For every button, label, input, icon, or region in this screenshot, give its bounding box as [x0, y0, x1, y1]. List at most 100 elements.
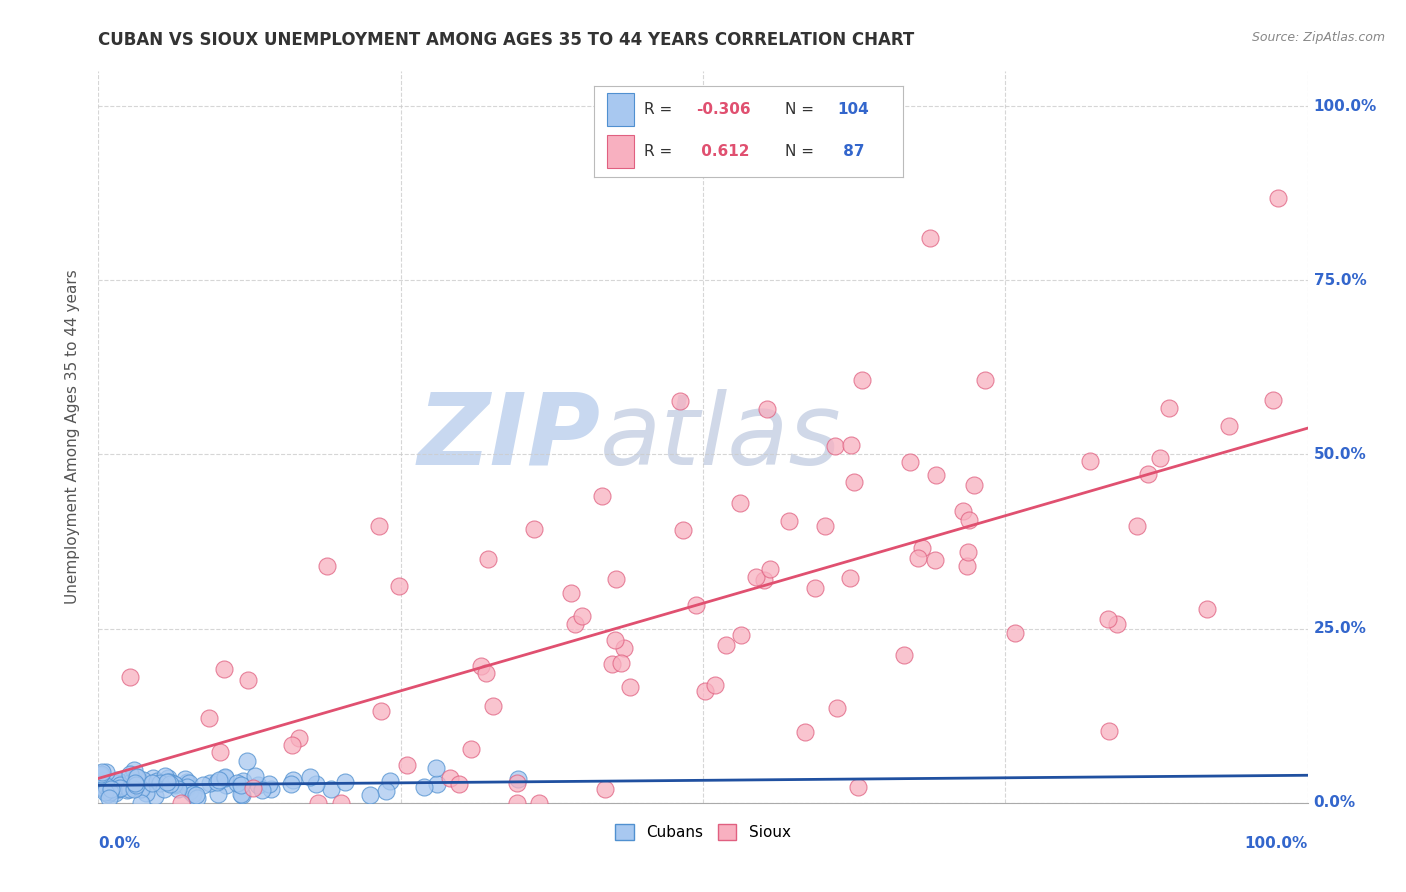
Point — [127, 770, 149, 784]
Y-axis label: Unemployment Among Ages 35 to 44 years: Unemployment Among Ages 35 to 44 years — [65, 269, 80, 605]
Point — [215, 778, 238, 792]
Point — [1126, 519, 1149, 533]
Point — [359, 789, 381, 803]
Point — [506, 772, 529, 786]
Point — [260, 781, 283, 796]
Point — [1261, 392, 1284, 407]
Point — [125, 778, 148, 792]
Point — [94, 782, 117, 797]
Point — [839, 438, 862, 452]
Point — [236, 754, 259, 768]
Point — [846, 780, 869, 794]
Point — [167, 782, 190, 797]
Point — [94, 765, 117, 780]
Point — [593, 782, 616, 797]
Point — [132, 779, 155, 793]
Point — [118, 670, 141, 684]
Point — [93, 782, 115, 797]
Point — [208, 745, 231, 759]
Point — [131, 796, 153, 810]
Point — [307, 796, 329, 810]
Point — [281, 738, 304, 752]
Point — [121, 773, 143, 788]
Point — [333, 775, 356, 789]
Point — [108, 778, 131, 792]
Point — [214, 770, 236, 784]
Point — [141, 776, 163, 790]
Point — [730, 628, 752, 642]
Point — [1004, 625, 1026, 640]
Point — [752, 573, 775, 587]
Point — [824, 439, 846, 453]
Point — [177, 776, 200, 790]
Point — [176, 775, 198, 789]
Point — [108, 781, 131, 796]
Point — [482, 699, 505, 714]
Point — [842, 475, 865, 489]
Point — [105, 772, 128, 787]
Point — [94, 779, 117, 793]
Point — [257, 777, 280, 791]
Point — [89, 768, 111, 782]
Point — [250, 782, 273, 797]
Point — [101, 782, 124, 797]
Point — [170, 796, 193, 810]
Point — [460, 742, 482, 756]
Point — [174, 772, 197, 786]
Text: ZIP: ZIP — [418, 389, 600, 485]
Point — [505, 796, 527, 810]
Point — [704, 678, 727, 692]
Point — [1218, 419, 1240, 434]
Text: 25.0%: 25.0% — [1313, 621, 1367, 636]
Point — [124, 776, 146, 790]
Point — [298, 770, 321, 784]
Point — [231, 788, 253, 802]
Point — [280, 777, 302, 791]
Point — [756, 402, 779, 417]
Point — [124, 782, 146, 797]
Point — [100, 782, 122, 797]
Point — [96, 780, 118, 795]
Point — [388, 579, 411, 593]
Point — [375, 784, 398, 798]
Point — [107, 780, 129, 795]
Point — [506, 776, 529, 790]
Text: 0.0%: 0.0% — [1313, 796, 1355, 810]
Point — [90, 767, 112, 781]
Point — [560, 586, 582, 600]
Point — [94, 785, 117, 799]
Point — [122, 776, 145, 790]
Point — [413, 780, 436, 795]
Point — [153, 769, 176, 783]
Point — [198, 711, 221, 725]
Point — [672, 523, 695, 537]
Point — [153, 781, 176, 796]
Point — [225, 776, 247, 790]
Point — [247, 778, 270, 792]
Point — [117, 783, 139, 797]
Point — [90, 780, 112, 794]
Point — [804, 581, 827, 595]
Point — [370, 705, 392, 719]
Point — [214, 771, 236, 785]
Point — [242, 781, 264, 796]
Point — [186, 790, 208, 805]
Point — [591, 489, 613, 503]
Point — [759, 562, 782, 576]
Point — [1159, 401, 1181, 415]
Point — [131, 772, 153, 787]
Point — [924, 553, 946, 567]
Point — [125, 770, 148, 784]
Point — [619, 680, 641, 694]
Point — [163, 778, 186, 792]
Point — [477, 551, 499, 566]
Text: 0.0%: 0.0% — [98, 836, 141, 851]
Point — [98, 791, 121, 805]
Point — [143, 789, 166, 804]
Point — [146, 774, 169, 789]
Point — [470, 658, 492, 673]
Point — [564, 617, 586, 632]
Point — [157, 771, 180, 785]
Point — [907, 551, 929, 566]
Point — [142, 771, 165, 785]
